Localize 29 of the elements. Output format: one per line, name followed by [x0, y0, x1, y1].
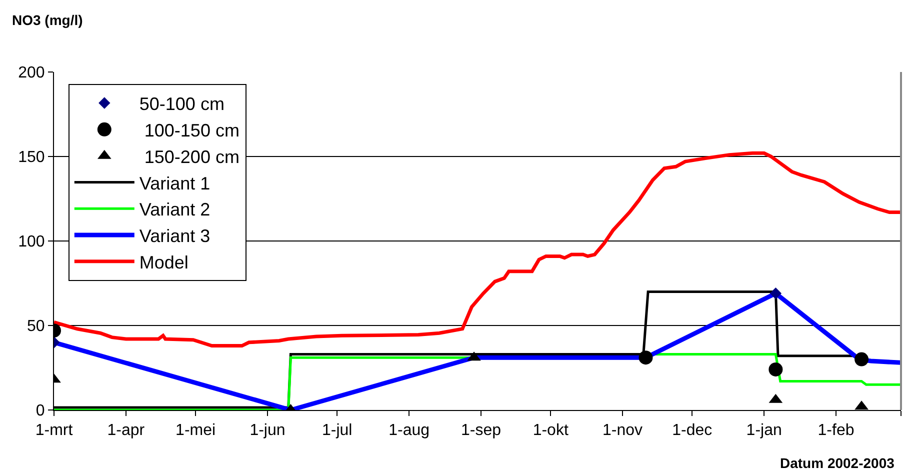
x-tick-label: 1-mei — [176, 422, 216, 440]
legend-label: 50-100 cm — [139, 94, 224, 114]
y-tick-label: 50 — [27, 318, 45, 336]
y-tick-label: 150 — [18, 149, 45, 166]
point — [854, 352, 869, 366]
x-tick-label: 1-jan — [746, 422, 782, 440]
legend-label: 150-200 cm — [139, 146, 240, 167]
x-tick-label: 1-okt — [532, 422, 569, 440]
x-tick-label: 1-nov — [602, 422, 643, 440]
x-axis-title: Datum 2002-2003 — [780, 455, 895, 471]
x-tick-label: 1-jun — [250, 422, 286, 440]
x-tick-label: 1-sep — [460, 422, 502, 440]
y-axis-title: NO3 (mg/l) — [12, 12, 83, 28]
x-tick-label: 1-feb — [818, 422, 854, 440]
point — [638, 350, 653, 365]
legend-label: 100-150 cm — [139, 120, 240, 140]
x-tick-label: 1-dec — [672, 422, 712, 440]
legend-label: Variant 1 — [139, 173, 210, 194]
legend-label: Model — [139, 252, 188, 272]
x-tick-label: 1-aug — [388, 422, 430, 440]
y-tick-label: 200 — [18, 64, 45, 82]
x-tick-label: 1-mrt — [35, 422, 74, 440]
legend-label: Variant 3 — [139, 226, 210, 246]
point — [768, 362, 783, 376]
y-tick-label: 100 — [18, 234, 45, 251]
legend-label: Variant 2 — [139, 200, 210, 220]
y-tick-label: 0 — [36, 402, 45, 420]
x-tick-label: 1-jul — [322, 422, 352, 440]
x-tick-label: 1-apr — [107, 422, 146, 440]
